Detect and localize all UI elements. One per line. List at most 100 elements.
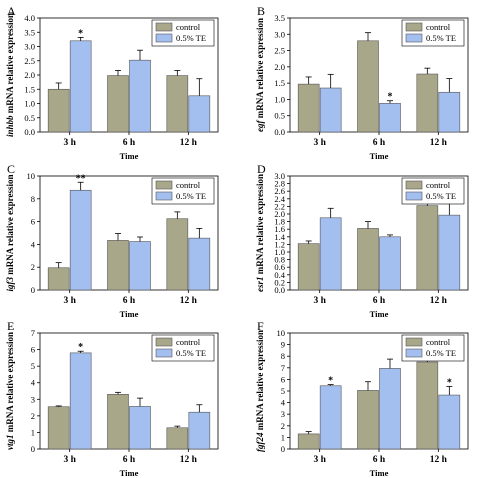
y-tick-label: 3.5 [274,13,285,23]
x-tick-label: 6 h [123,138,136,148]
legend-swatch [405,191,423,201]
y-tick-label: 0.8 [274,255,285,265]
bar-control [166,427,189,450]
x-tick-label: 12 h [430,455,448,465]
y-tick-label: 1.8 [274,217,285,227]
y-tick-label: 2.0 [24,70,35,80]
bar-control [297,83,320,133]
panel-label: C [7,162,15,176]
significance-marker: * [388,92,393,103]
y-tick-label: 0.4 [274,270,285,280]
y-tick-label: 1 [281,432,285,442]
bar-control [297,243,320,291]
x-tick-label: 6 h [123,455,136,465]
legend-label: control [176,337,201,347]
legend-swatch [405,180,423,190]
y-tick-label: 5 [281,386,285,396]
x-tick-label: 12 h [180,138,198,148]
y-tick-label: 6 [281,374,285,384]
x-axis-title: Time [370,468,389,478]
bar-control [357,228,379,291]
bar-control [107,75,129,133]
y-tick-label: 8 [281,351,285,361]
x-tick-label: 3 h [313,296,326,306]
legend-swatch [155,22,173,32]
y-tick-label: 2.2 [274,201,285,211]
bar-control [47,406,70,450]
y-tick-label: 2.8 [274,179,285,189]
y-tick-label: 2.5 [274,46,285,56]
bar-treated [379,103,401,133]
panel-label: E [7,319,14,333]
y-tick-label: 1.0 [274,94,285,104]
x-tick-label: 3 h [63,138,76,148]
x-tick-label: 12 h [180,296,198,306]
y-tick-label: 6 [31,345,35,355]
y-tick-label: 3 [31,394,35,404]
y-tick-label: 7 [31,328,35,338]
bar-control [47,267,70,291]
y-tick-label: 0 [281,444,285,454]
legend-swatch [155,33,173,43]
significance-marker: ** [76,173,86,184]
y-tick-label: 1.0 [274,247,285,257]
y-tick-label: 1.0 [24,99,35,109]
y-tick-label: 0.0 [24,127,35,137]
legend-swatch [155,337,173,347]
y-axis-title: esr1 mRNA relative expression [255,174,265,292]
bar-control [47,88,70,133]
panel-F: 0 12 34 5 67 89 10 3 h 6 h 12 h * * Time fgf24 mRNA r… [255,319,469,478]
bar-treated [129,59,151,133]
x-tick-label: 6 h [373,455,386,465]
legend-label: 0.5% TE [426,191,456,201]
y-axis-title: egf mRNA relative expression [255,18,265,132]
panel-B: 0.0 0.5 1.0 1.5 2.0 2.5 3.0 3.5 3 h 6 h 12 h * Time e… [255,4,469,161]
bar-control [416,205,439,291]
y-tick-label: 0.2 [274,277,285,287]
y-tick-label: 8 [31,194,35,204]
y-tick-label: 1 [31,427,35,437]
x-axis-title: Time [120,151,139,161]
bar-treated [69,189,92,291]
y-tick-label: 2.0 [274,209,285,219]
bar-treated [129,241,151,291]
y-tick-label: 10 [27,171,36,181]
bar-treated [69,352,92,450]
x-tick-label: 3 h [313,455,326,465]
bar-control [297,433,320,450]
legend-swatch [405,348,423,358]
y-tick-label: 3.0 [274,29,285,39]
y-tick-label: 0.5 [24,113,35,123]
bar-control [357,390,379,450]
bar-treated [438,91,461,133]
panel-label: D [257,162,266,176]
bar-treated [188,237,211,291]
bar-treated [319,87,342,133]
bar-treated [379,368,401,450]
x-tick-label: 3 h [313,138,326,148]
significance-marker: * [78,28,83,39]
legend-swatch [405,22,423,32]
x-tick-label: 6 h [123,296,136,306]
y-tick-label: 2 [31,411,35,421]
panel-D: 0.00.20.40.60.81.01.21.41.61.82.02.22.42… [255,162,469,319]
y-tick-label: 5 [31,361,35,371]
significance-marker: * [447,377,452,388]
y-tick-label: 4.0 [24,13,35,23]
y-axis-title: inhbb mRNA relative expression [5,13,15,137]
y-tick-label: 2.5 [24,56,35,66]
y-tick-label: 1.5 [274,78,285,88]
y-tick-label: 10 [277,328,286,338]
bar-treated [69,40,92,133]
legend-label: 0.5% TE [176,33,206,43]
legend-swatch [155,191,173,201]
y-tick-label: 1.5 [24,84,35,94]
y-tick-label: 9 [281,340,285,350]
bar-treated [438,394,461,450]
legend-swatch [155,348,173,358]
